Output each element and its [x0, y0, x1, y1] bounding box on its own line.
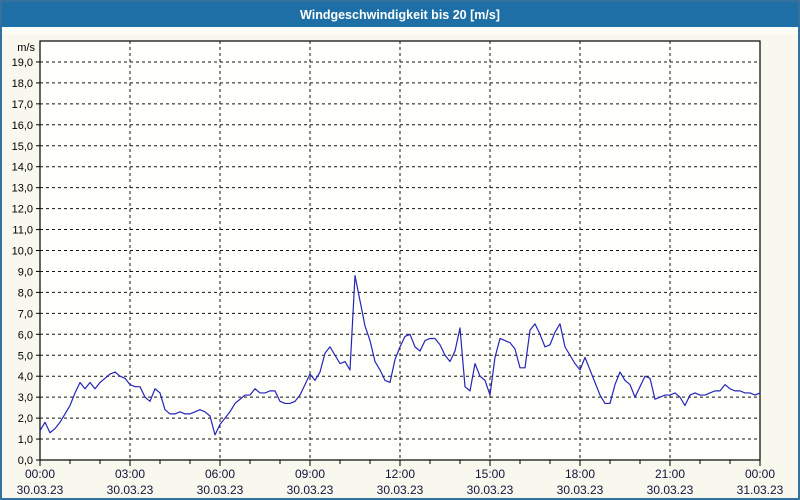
- x-axis-date-label: 30.03.23: [467, 483, 514, 497]
- y-axis-unit-label: m/s: [17, 42, 35, 54]
- x-axis-date-label: 30.03.23: [647, 483, 694, 497]
- x-axis-date-label: 30.03.23: [557, 483, 604, 497]
- x-axis-date-label: 30.03.23: [287, 483, 334, 497]
- y-axis-tick-label: 17,0: [12, 99, 33, 111]
- chart-region: 0,0 1,0 2,0 3,0 4,0 5,0 6,0 7,0 8,0 9,0 10,0 11,0 12…: [2, 34, 798, 498]
- x-axis-time-label: 00:00: [745, 467, 775, 481]
- y-axis-tick-label: 18,0: [12, 78, 33, 90]
- x-axis-time-label: 12:00: [385, 467, 415, 481]
- x-axis-date-label: 30.03.23: [377, 483, 424, 497]
- y-axis-tick-label: 6,0: [18, 329, 33, 341]
- y-axis-tick-label: 0,0: [18, 455, 33, 467]
- x-axis-time-label: 15:00: [475, 467, 505, 481]
- x-axis-time-label: 06:00: [205, 467, 235, 481]
- y-axis-tick-label: 4,0: [18, 371, 33, 383]
- y-axis-tick-label: 7,0: [18, 308, 33, 320]
- x-axis-date-label: 30.03.23: [17, 483, 64, 497]
- y-axis-tick-label: 3,0: [18, 392, 33, 404]
- x-axis-date-label: 31.03.23: [737, 483, 784, 497]
- x-axis-date-label: 30.03.23: [197, 483, 244, 497]
- y-axis-tick-label: 12,0: [12, 204, 33, 216]
- y-axis-tick-label: 8,0: [18, 287, 33, 299]
- y-axis-tick-label: 11,0: [12, 225, 33, 237]
- chart-title: Windgeschwindigkeit bis 20 [m/s]: [300, 7, 500, 22]
- x-axis-date-label: 30.03.23: [107, 483, 154, 497]
- y-axis-tick-label: 13,0: [12, 183, 33, 195]
- y-axis-tick-label: 10,0: [12, 246, 33, 258]
- x-axis-time-label: 03:00: [115, 467, 145, 481]
- y-axis-tick-label: 16,0: [12, 120, 33, 132]
- y-axis-tick-label: 14,0: [12, 162, 33, 174]
- x-axis-time-label: 00:00: [25, 467, 55, 481]
- y-axis-tick-label: 2,0: [18, 413, 33, 425]
- y-axis-tick-label: 19,0: [12, 57, 33, 69]
- x-axis-time-label: 21:00: [655, 467, 685, 481]
- x-axis-time-label: 18:00: [565, 467, 595, 481]
- y-axis-tick-label: 5,0: [18, 350, 33, 362]
- wind-speed-line: [39, 275, 761, 436]
- x-axis-time-label: 09:00: [295, 467, 325, 481]
- y-axis-tick-label: 9,0: [18, 266, 33, 278]
- titlebar-divider: [2, 27, 798, 34]
- chart-svg: 0,0 1,0 2,0 3,0 4,0 5,0 6,0 7,0 8,0 9,0 10,0 11,0 12…: [12, 40, 784, 497]
- y-axis-tick-label: 1,0: [18, 434, 33, 446]
- y-axis-tick-label: 15,0: [12, 141, 33, 153]
- chart-title-bar: Windgeschwindigkeit bis 20 [m/s]: [2, 2, 798, 27]
